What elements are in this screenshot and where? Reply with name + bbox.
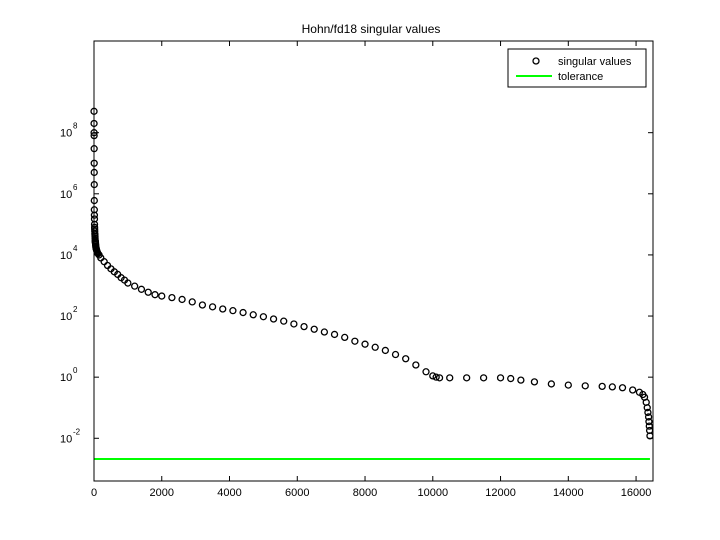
y-tick-label-exponent: 8 [73, 122, 78, 131]
y-tick-label-base: 10 [60, 372, 72, 384]
y-tick-label-base: 10 [60, 128, 72, 140]
x-tick-label: 14000 [553, 487, 584, 499]
singular-value-point [412, 361, 420, 369]
x-tick-labels: 0 2000 4000 6000 8000 10000 12000 14000 16000 [91, 487, 651, 499]
singular-value-point [463, 374, 471, 382]
plot-area [94, 41, 653, 481]
singular-value-point [361, 340, 369, 348]
y-tick-label-exponent: 0 [73, 366, 78, 375]
chart-title: Hohn/fd18 singular values [302, 22, 441, 36]
singular-value-point [446, 374, 454, 382]
x-tick-label: 2000 [150, 487, 174, 499]
singular-value-point [629, 386, 637, 394]
singular-value-point [290, 320, 298, 328]
y-tick-label: 102 [60, 305, 78, 323]
y-tick-label-base: 10 [60, 250, 72, 262]
legend-marker-singular-values [532, 57, 540, 65]
y-tick-label-base: 10 [60, 433, 72, 445]
singular-value-point [124, 279, 132, 287]
x-tick-label: 4000 [217, 487, 241, 499]
y-tick-label: 106 [60, 183, 78, 201]
singular-value-point [198, 301, 207, 309]
singular-value-point [496, 374, 505, 382]
singular-value-point [645, 422, 653, 430]
x-tick-label: 16000 [621, 487, 652, 499]
singular-value-point [158, 292, 166, 300]
singular-value-point [381, 346, 390, 355]
singular-value-point [137, 285, 146, 293]
singular-value-point [429, 372, 437, 380]
y-tick-label-exponent: 2 [73, 305, 78, 314]
y-tick-label-exponent: 6 [73, 183, 78, 192]
singular-value-point [644, 413, 653, 421]
x-tick-label: 0 [91, 487, 97, 499]
singular-value-point [643, 404, 651, 412]
y-tick-label: 104 [60, 244, 78, 262]
singular-value-point [341, 333, 349, 342]
singular-value-point [351, 337, 359, 345]
singular-value-point [644, 408, 652, 417]
x-tick-label: 12000 [485, 487, 516, 499]
singular-value-point [151, 291, 159, 299]
singular-value-point [645, 418, 653, 426]
y-tick-label: 100 [60, 366, 78, 384]
singular-value-point [249, 311, 257, 319]
singular-value-point [608, 383, 616, 391]
singular-value-point [598, 382, 606, 391]
x-tick-label: 6000 [285, 487, 309, 499]
singular-value-point [168, 293, 176, 302]
singular-value-point [320, 328, 329, 336]
legend-label-tolerance: tolerance [558, 71, 603, 83]
singular-value-point [229, 307, 237, 315]
singular-value-point [507, 374, 515, 383]
singular-value-point [479, 374, 488, 382]
singular-value-point [435, 374, 444, 382]
singular-value-point [208, 303, 217, 311]
legend: singular values tolerance [507, 48, 647, 88]
singular-value-point [239, 308, 247, 317]
singular-value-point [530, 378, 539, 386]
singular-value-point [131, 282, 139, 290]
singular-value-point [432, 373, 440, 381]
y-tick-label-exponent: 4 [73, 244, 78, 253]
x-tick-label: 10000 [417, 487, 448, 499]
y-tick-label: 10-2 [60, 427, 81, 445]
plot-frame [93, 40, 654, 482]
singular-value-point [564, 381, 572, 389]
singular-value-point [178, 295, 186, 304]
singular-value-point [188, 298, 196, 306]
x-tick-label: 8000 [353, 487, 377, 499]
singular-value-point [581, 382, 589, 390]
y-tick-label: 108 [60, 122, 78, 140]
legend-box [507, 48, 647, 88]
y-tick-label-base: 10 [60, 189, 72, 201]
singular-value-point [280, 317, 288, 325]
singular-value-point [391, 350, 400, 359]
singular-value-point [310, 325, 318, 333]
y-tick-label-exponent: -2 [73, 427, 81, 436]
singular-value-point [371, 343, 379, 351]
y-tick-label-base: 10 [60, 311, 72, 323]
singular-value-point [219, 305, 227, 313]
singular-value-point [330, 330, 339, 339]
x-tick-marks [93, 41, 637, 481]
singular-value-point [269, 315, 278, 323]
singular-value-point [422, 368, 430, 376]
singular-value-point [300, 322, 308, 331]
singular-value-point [259, 313, 268, 321]
singular-value-point [90, 220, 99, 229]
singular-value-point [402, 355, 410, 363]
singular-value-point [618, 384, 627, 392]
legend-label-singular-values: singular values [558, 56, 632, 68]
singular-value-point [517, 376, 525, 384]
singular-value-point [547, 380, 556, 388]
singular-value-point [144, 288, 152, 296]
